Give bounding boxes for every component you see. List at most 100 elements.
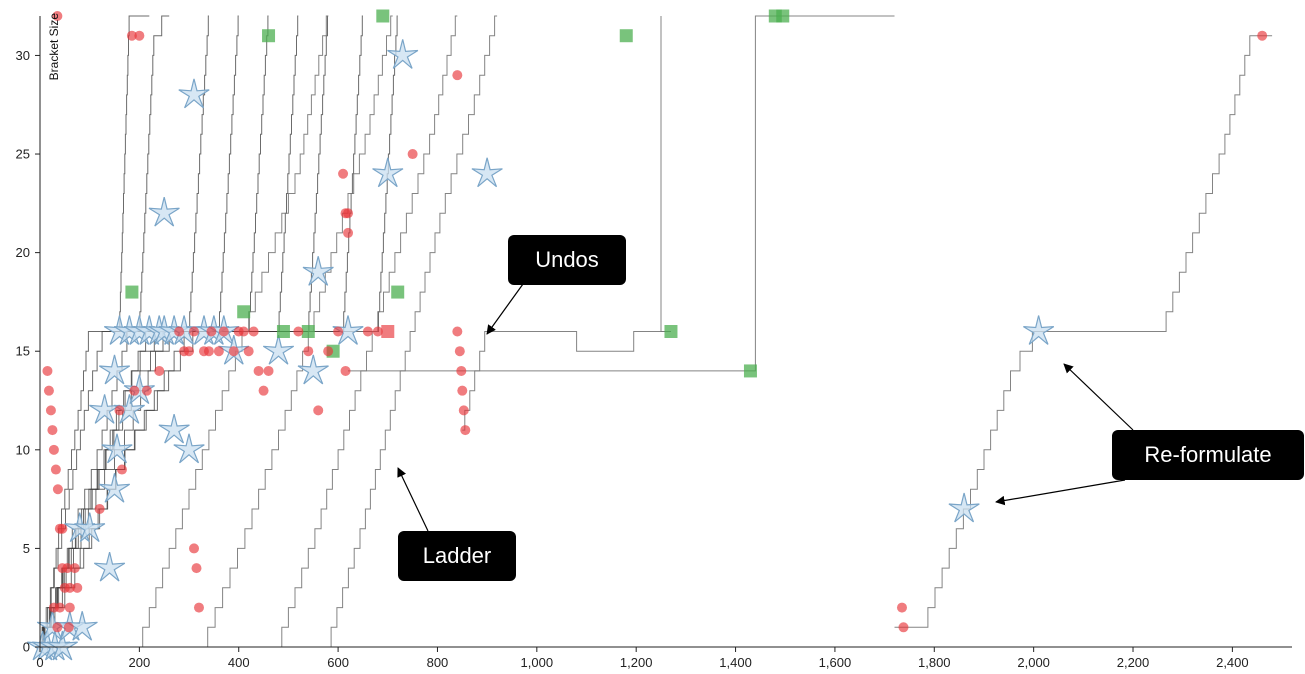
reformulate-star-marker [471,157,503,188]
undo-point-marker [253,365,264,376]
reformulate-star-marker [158,413,190,444]
undo-point-marker [116,464,127,475]
undo-point-marker [228,346,239,357]
reformulate-star-marker [173,433,205,464]
undo-point-marker [258,385,269,396]
reformulate-star-marker [123,374,155,405]
undo-point-marker [372,326,383,337]
reformulate-arrow-upper [1063,363,1134,431]
reformulate-star-marker [66,611,98,641]
x-tick-label: 600 [327,655,349,670]
undo-point-marker [303,346,314,357]
y-tick-label: 20 [16,245,30,260]
undo-point-marker [129,385,140,396]
undo-point-marker [64,582,75,593]
undo-point-marker [43,385,54,396]
step-series-line [894,35,1273,628]
reformulate-star-marker [1023,315,1055,345]
undo-point-marker [191,563,202,574]
reformulate-arrow-lower [995,479,1126,506]
undo-point-marker [72,582,83,593]
callout-ladder: Ladder [398,531,516,581]
final-square-marker [391,285,405,299]
x-tick-label: 400 [228,655,250,670]
x-tick-label: 1,800 [918,655,951,670]
y-tick-label: 5 [23,541,30,556]
undo-point-marker [460,425,471,436]
undo-point-marker [63,622,74,633]
final-square-marker [743,364,757,378]
reformulate-star-marker [93,551,126,582]
reformulate-star-marker [297,354,329,385]
undo-point-marker [263,365,274,376]
final-square-marker [376,9,390,23]
undo-point-marker [189,543,200,554]
reformulate-star-marker [46,630,78,661]
x-tick-label: 2,400 [1216,655,1249,670]
undo-point-marker [238,326,249,337]
reformulate-star-marker [302,256,334,286]
final-square-marker [776,9,790,23]
undo-point-marker [189,326,200,337]
undo-point-marker [454,346,465,357]
undos-arrow [486,283,524,335]
reformulate-star-marker [948,492,980,523]
undo-point-marker [457,385,468,396]
final-square-marker [664,325,678,338]
undo-square-marker [381,325,395,338]
undo-point-marker [69,563,80,574]
x-tick-label: 1,400 [719,655,752,670]
undo-point-marker [340,365,351,376]
undo-point-marker [114,405,125,416]
undo-point-marker [62,563,73,574]
undo-point-marker [45,405,56,416]
undo-point-marker [362,326,373,337]
axes: 0 200 400 600 800 1,000 1,200 1,400 1,600 1,800 2,… [16,16,1292,670]
step-series-line [328,15,498,648]
undo-point-marker [343,227,354,238]
undo-point-marker [50,464,61,475]
reformulate-star-marker [372,157,404,188]
undo-point-marker [42,365,53,376]
callout-undos: Undos [508,235,626,285]
undo-point-marker [52,484,63,495]
undo-point-marker [456,365,467,376]
undo-point-marker [184,346,195,357]
step-series-line [462,331,671,431]
undo-point-marker [243,346,254,357]
undo-point-marker [1257,30,1268,41]
undo-point-marker [218,326,229,337]
undo-point-marker [458,405,469,416]
undo-point-marker [134,30,145,41]
callout-reformulate: Re-formulate [1112,430,1304,480]
undo-point-marker [407,149,418,160]
y-tick-label: 30 [16,48,30,63]
undo-point-marker [64,602,75,613]
annotation-arrows [397,283,1134,532]
reformulate-star-marker [178,78,210,109]
undo-point-marker [293,326,304,337]
x-tick-label: 0 [36,655,43,670]
ladder-arrow [397,467,429,532]
reformulate-star-marker [98,473,131,503]
event-markers [26,9,1268,661]
y-axis-title: Bracket Size [47,13,61,81]
undo-point-marker [313,405,324,416]
undo-point-marker [57,523,68,534]
x-tick-label: 1,000 [521,655,554,670]
step-series-line [660,16,671,332]
undo-point-marker [193,602,204,613]
undo-point-marker [94,503,105,514]
y-tick-label: 0 [23,640,30,655]
undo-point-marker [452,326,463,337]
y-tick-label: 25 [16,147,30,162]
x-tick-label: 200 [129,655,151,670]
reformulate-star-marker [101,433,133,464]
undo-point-marker [323,346,334,357]
x-tick-label: 1,200 [620,655,653,670]
x-tick-label: 2,200 [1117,655,1150,670]
undo-point-marker [154,365,165,376]
y-tick-label: 10 [16,442,30,457]
undo-point-marker [248,326,259,337]
undo-point-marker [52,622,63,633]
